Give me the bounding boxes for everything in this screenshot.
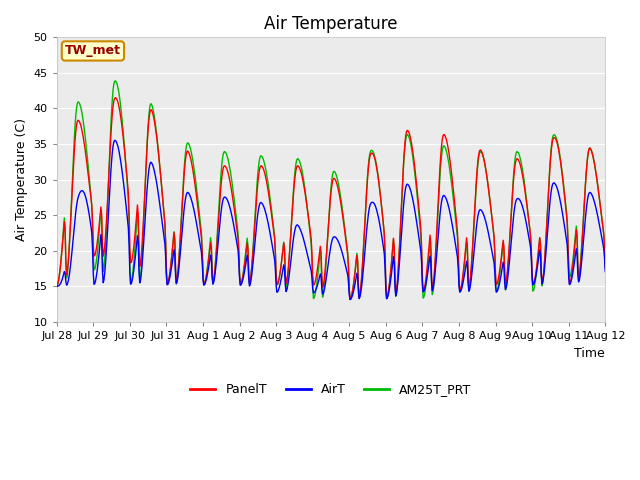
Title: Air Temperature: Air Temperature [264,15,397,33]
Text: TW_met: TW_met [65,45,121,58]
X-axis label: Time: Time [575,347,605,360]
Legend: PanelT, AirT, AM25T_PRT: PanelT, AirT, AM25T_PRT [186,378,477,401]
Y-axis label: Air Temperature (C): Air Temperature (C) [15,118,28,241]
